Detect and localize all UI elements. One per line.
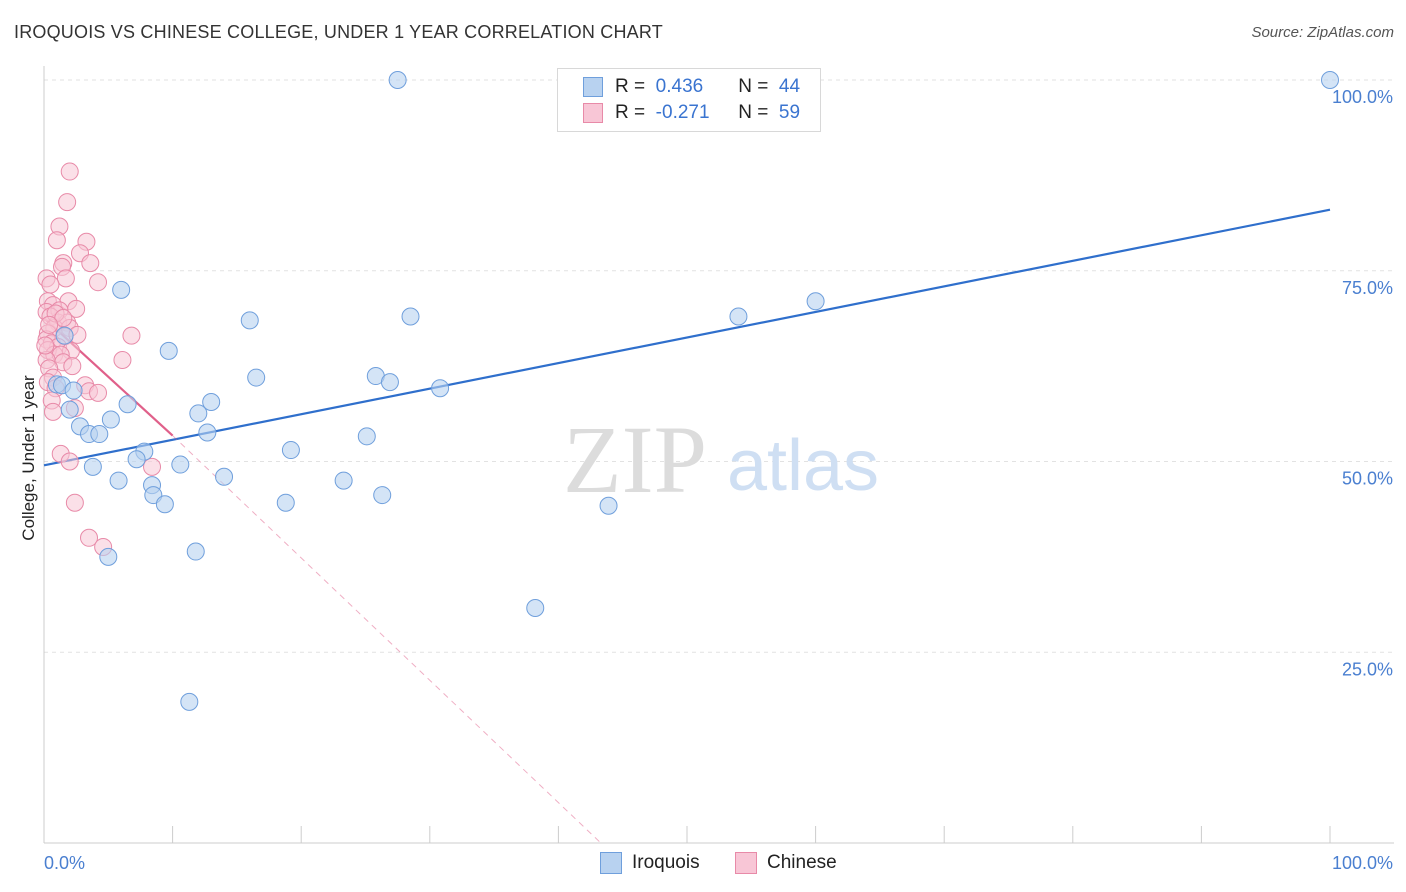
iroquois-point (373, 486, 392, 505)
legend-n-value: 59 (778, 102, 801, 123)
iroquois-point (186, 542, 205, 561)
legend-r-value: 0.436 (655, 76, 704, 97)
iroquois-point (281, 441, 300, 460)
iroquois-point (109, 471, 128, 490)
legend-item-iroquois: Iroquois (600, 852, 700, 874)
iroquois-point (334, 471, 353, 490)
chinese-point (80, 528, 99, 547)
legend-item-chinese: Chinese (735, 852, 837, 874)
chinese-point (60, 162, 79, 181)
iroquois-point (112, 280, 131, 299)
watermark-atlas: atlas (727, 426, 879, 506)
iroquois-point (171, 455, 190, 474)
y-tick-label: 25.0% (1342, 659, 1393, 679)
iroquois-point (247, 368, 266, 387)
y-tick-label: 100.0% (1332, 87, 1393, 107)
chart-title: IROQUOIS VS CHINESE COLLEGE, UNDER 1 YEA… (14, 22, 663, 42)
iroquois-point (357, 427, 376, 446)
chinese-point (40, 315, 59, 334)
iroquois-legend-label: Iroquois (632, 852, 700, 873)
x-tick-label: 0.0% (44, 853, 85, 873)
watermark: ZIP atlas (563, 406, 879, 513)
legend-row-chinese: R = -0.271 N = 59 (583, 101, 800, 125)
chinese-point (60, 452, 79, 471)
chinese-point (113, 351, 132, 370)
chinese-point (81, 254, 100, 273)
iroquois-swatch (583, 77, 603, 97)
legend-r-value: -0.271 (655, 102, 710, 123)
chinese-point (143, 457, 162, 476)
iroquois-point (198, 423, 217, 442)
grid-lines (44, 79, 1394, 653)
iroquois-point (240, 311, 259, 330)
iroquois-point (83, 457, 102, 476)
chinese-legend-label: Chinese (767, 852, 837, 873)
iroquois-point (202, 392, 221, 411)
legend-row-iroquois: R = 0.436 N = 44 (583, 75, 800, 99)
iroquois-point (90, 425, 109, 444)
chinese-point (44, 402, 63, 421)
chinese-point (89, 273, 108, 292)
iroquois-point (380, 373, 399, 392)
tick-labels: 25.0% 50.0% 75.0% 100.0% 0.0% 100.0% (44, 87, 1393, 873)
iroquois-point (99, 547, 118, 566)
correlation-legend: R = 0.436 N = 44 R = -0.271 N = 59 (557, 68, 821, 132)
chinese-point (58, 193, 77, 212)
chinese-point (89, 383, 108, 402)
chinese-point (63, 357, 82, 376)
iroquois-point (155, 495, 174, 514)
y-tick-label: 50.0% (1342, 469, 1393, 489)
iroquois-point (127, 450, 146, 469)
iroquois-point (159, 341, 178, 360)
legend-r-label: R = (615, 76, 646, 97)
iroquois-point (526, 598, 545, 617)
chinese-point (36, 336, 55, 355)
trend-lines (43, 208, 1331, 844)
watermark-zip: ZIP (563, 406, 707, 513)
chinese-swatch (583, 103, 603, 123)
iroquois-point (276, 493, 295, 512)
iroquois-point (806, 292, 825, 311)
chinese-points (36, 162, 162, 556)
iroquois-point (180, 692, 199, 711)
legend-n-label: N = (738, 102, 769, 123)
iroquois-point (189, 404, 208, 423)
iroquois-point (215, 467, 234, 486)
y-tick-label: 75.0% (1342, 278, 1393, 298)
iroquois-legend-swatch (600, 852, 622, 874)
legend-n-label: N = (738, 76, 769, 97)
iroquois-point (729, 307, 748, 326)
legend-r-label: R = (615, 102, 646, 123)
iroquois-point (1321, 71, 1339, 89)
iroquois-point (55, 326, 74, 345)
iroquois-point (64, 381, 83, 400)
chinese-point (56, 269, 75, 288)
iroquois-point (101, 410, 120, 429)
iroquois-point (118, 395, 137, 414)
iroquois-point (60, 400, 79, 419)
x-tick-label: 100.0% (1332, 853, 1393, 873)
source-label: Source: ZipAtlas.com (1251, 24, 1394, 41)
chinese-legend-swatch (735, 852, 757, 874)
iroquois-point (599, 496, 618, 515)
chinese-point (41, 275, 60, 294)
iroquois-point (431, 379, 450, 398)
iroquois-point (388, 71, 407, 89)
chinese-point (65, 493, 84, 512)
iroquois-points (47, 71, 1339, 711)
chinese-point (122, 326, 141, 345)
legend-n-value: 44 (778, 76, 801, 97)
y-axis-label: College, Under 1 year (19, 375, 38, 541)
iroquois-point (401, 307, 420, 326)
iroquois-trend-line (43, 208, 1331, 467)
axes (43, 66, 1394, 844)
chinese-point (47, 231, 66, 250)
